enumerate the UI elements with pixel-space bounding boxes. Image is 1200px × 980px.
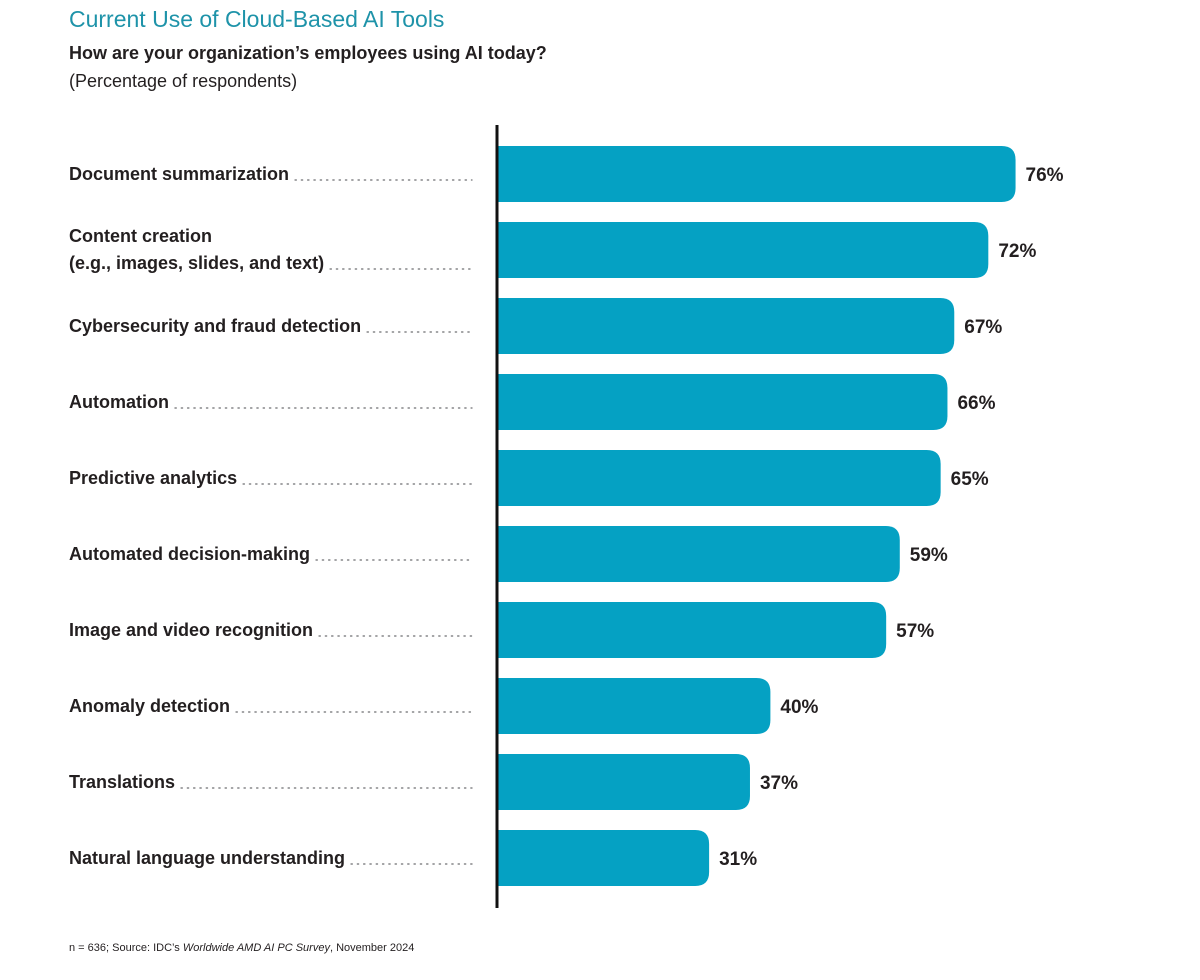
- value-label: 59%: [910, 545, 948, 566]
- value-label: 72%: [998, 241, 1036, 262]
- source-prefix: n = 636; Source: IDC’s: [69, 942, 183, 954]
- bar: [498, 374, 948, 430]
- unit-note: (Percentage of respondents): [69, 71, 298, 91]
- source-survey-title: Worldwide AMD AI PC Survey: [182, 942, 330, 954]
- value-label: 65%: [951, 469, 989, 490]
- value-label: 67%: [964, 317, 1002, 338]
- value-label: 66%: [957, 393, 995, 414]
- category-label: Predictive analytics: [69, 468, 237, 488]
- bar: [498, 450, 941, 506]
- chart-subtitle: How are your organization’s employees us…: [69, 43, 547, 63]
- bar: [498, 830, 710, 886]
- category-label: Image and video recognition: [69, 620, 313, 640]
- value-label: 57%: [896, 621, 934, 642]
- chart-title: Current Use of Cloud-Based AI Tools: [69, 6, 445, 32]
- value-label: 40%: [780, 697, 818, 718]
- bar: [498, 602, 887, 658]
- category-label: Anomaly detection: [69, 696, 230, 716]
- category-label: Document summarization: [69, 164, 289, 184]
- value-label: 76%: [1026, 165, 1064, 186]
- bar: [498, 678, 771, 734]
- category-label: (e.g., images, slides, and text): [69, 253, 324, 273]
- category-label: Translations: [69, 772, 175, 792]
- category-label: Content creation: [69, 226, 212, 246]
- bar: [498, 222, 989, 278]
- bar: [498, 526, 900, 582]
- bar: [498, 146, 1016, 202]
- value-label: 37%: [760, 773, 798, 794]
- source-note: n = 636; Source: IDC’s Worldwide AMD AI …: [69, 942, 414, 954]
- category-label: Natural language understanding: [69, 848, 345, 868]
- category-label: Automation: [69, 392, 169, 412]
- bar: [498, 298, 955, 354]
- source-suffix: , November 2024: [329, 942, 415, 954]
- bar: [498, 754, 750, 810]
- category-label: Automated decision-making: [69, 544, 310, 564]
- category-label: Cybersecurity and fraud detection: [69, 316, 361, 336]
- value-label: 31%: [719, 849, 757, 870]
